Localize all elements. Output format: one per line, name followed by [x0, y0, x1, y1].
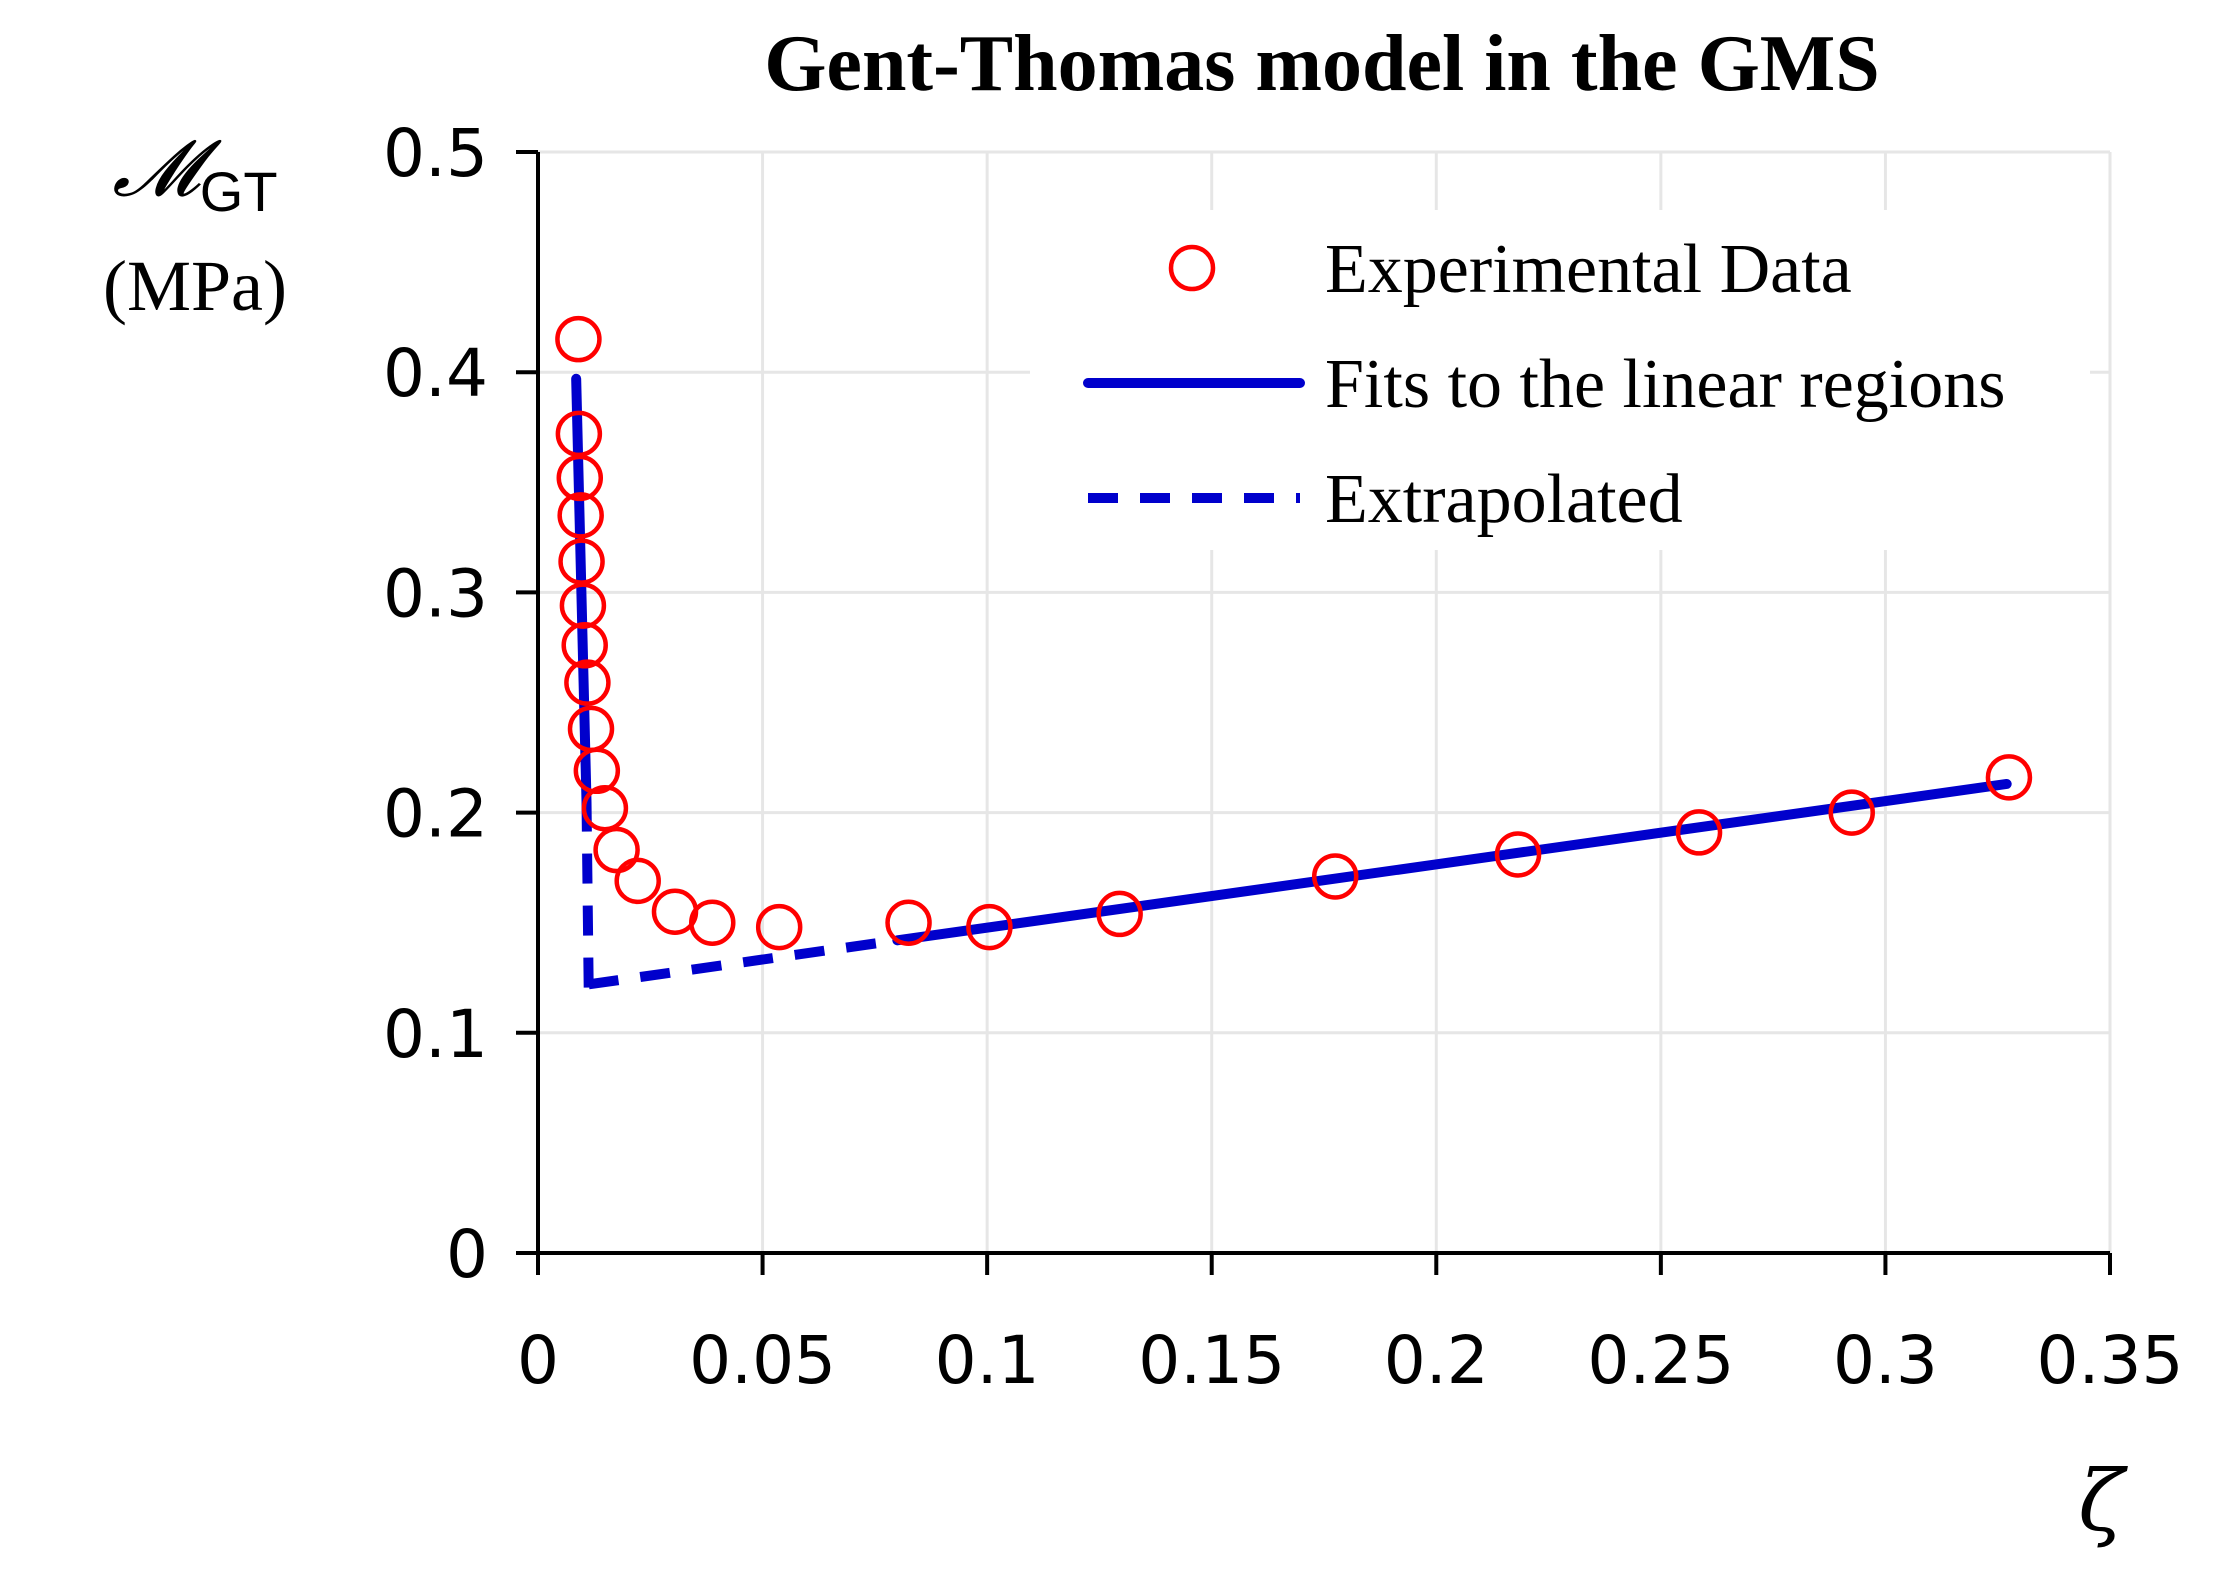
x-axis-label: ζ — [2078, 1452, 2128, 1550]
data-point-5 — [559, 582, 607, 629]
y-tick-label-0: 0 — [446, 1216, 488, 1293]
chart-title: Gent-Thomas model in the GMS — [764, 20, 1880, 108]
data-point-17 — [966, 903, 1013, 951]
y-tick-label-2: 0.2 — [383, 776, 488, 853]
y-tick-label-4: 0.4 — [383, 335, 488, 412]
legend: Experimental Data Fits to the linear reg… — [1030, 210, 2090, 550]
data-point-23 — [1985, 754, 2033, 801]
data-point-6 — [561, 621, 608, 669]
y-axis-subscript: GT — [200, 160, 278, 223]
data-point-0 — [555, 315, 602, 363]
data-point-10 — [581, 784, 629, 832]
data-point-3 — [557, 492, 604, 539]
axes — [516, 150, 2112, 1275]
data-point-18 — [1096, 890, 1143, 938]
y-tick-label-3: 0.3 — [383, 555, 488, 632]
x-tick-label-2: 0.1 — [935, 1322, 1040, 1399]
tick-labels: 0 0.1 0.2 0.3 0.4 0.5 0 0.05 0.1 0.15 0.2 0.25 0.3 0.… — [383, 115, 2183, 1399]
fit-line-0 — [571, 373, 592, 807]
data-point-20 — [1494, 831, 1542, 878]
data-point-9 — [573, 747, 621, 795]
data-point-7 — [564, 659, 611, 706]
fit-line-1 — [892, 778, 2012, 946]
legend-label-experimental: Experimental Data — [1325, 231, 1852, 308]
data-point-16 — [885, 899, 932, 946]
data-point-12 — [614, 857, 661, 905]
x-tick-label-7: 0.35 — [2037, 1322, 2184, 1399]
y-tick-label-1: 0.1 — [383, 996, 488, 1073]
data-point-19 — [1311, 853, 1359, 900]
data-point-21 — [1675, 809, 1723, 856]
x-tick-label-5: 0.25 — [1587, 1322, 1734, 1399]
data-point-15 — [755, 903, 803, 951]
fit-lines — [571, 373, 2012, 994]
x-tick-label-4: 0.2 — [1384, 1322, 1489, 1399]
x-tick-label-3: 0.15 — [1138, 1322, 1285, 1399]
data-point-22 — [1828, 789, 1875, 836]
legend-marker-experimental — [1168, 244, 1216, 292]
x-tick-label-6: 0.3 — [1833, 1322, 1938, 1399]
x-tick-label-0: 0 — [517, 1322, 559, 1399]
data-point-2 — [556, 454, 604, 502]
y-tick-label-5: 0.5 — [383, 115, 488, 192]
x-tick-label-1: 0.05 — [689, 1322, 836, 1399]
data-point-11 — [593, 826, 640, 874]
data-point-14 — [689, 899, 736, 946]
extrapolated-line-0 — [581, 801, 594, 994]
y-axis-unit: (MPa) — [103, 246, 287, 326]
experimental-markers — [555, 315, 2033, 951]
legend-label-fit: Fits to the linear regions — [1325, 346, 2005, 423]
legend-label-extrapolated: Extrapolated — [1325, 461, 1683, 538]
